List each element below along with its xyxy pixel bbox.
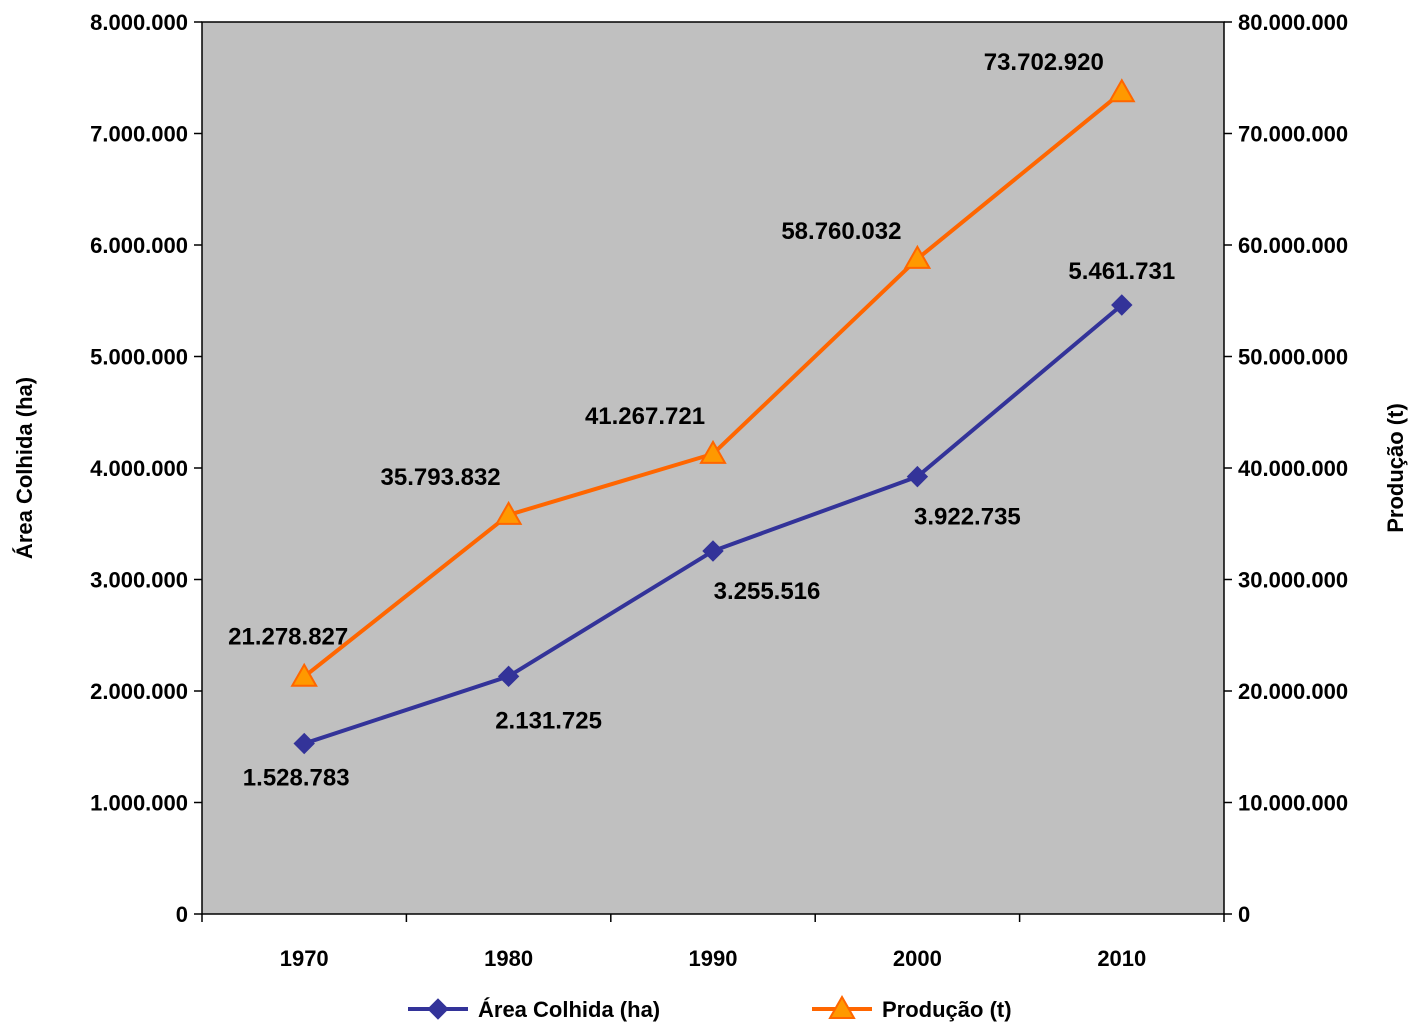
x-tick-label: 2010 (1097, 946, 1146, 971)
y-left-tick-label: 1.000.000 (90, 791, 188, 816)
data-point-triangle (828, 994, 856, 1019)
data-label: 2.131.725 (495, 707, 602, 734)
data-label: 21.278.827 (228, 624, 348, 651)
y-right-tick-label: 70.000.000 (1238, 122, 1348, 147)
y-right-tick-label: 10.000.000 (1238, 791, 1348, 816)
y-left-tick-label: 5.000.000 (90, 345, 188, 370)
data-point-diamond (293, 732, 315, 755)
data-point-diamond (1111, 294, 1133, 316)
legend-label: Produção (t) (882, 997, 1012, 1022)
y-right-tick-label: 80.000.000 (1238, 10, 1348, 35)
data-label: 41.267.721 (585, 403, 705, 430)
data-point-diamond (427, 998, 449, 1020)
y-left-tick-label: 8.000.000 (90, 10, 188, 35)
data-point-diamond (702, 540, 724, 562)
y-axis-left-title: Área Colhida (ha) (12, 377, 37, 559)
data-label: 35.793.832 (381, 464, 501, 491)
y-left-tick-label: 6.000.000 (90, 233, 188, 258)
y-right-tick-label: 50.000.000 (1238, 345, 1348, 370)
data-label: 58.760.032 (781, 218, 901, 245)
y-right-tick-label: 30.000.000 (1238, 568, 1348, 593)
data-point-diamond (497, 665, 520, 688)
y-left-tick-label: 4.000.000 (90, 456, 188, 481)
data-point-triangle (494, 500, 523, 525)
x-tick-label: 2000 (893, 946, 942, 971)
y-left-tick-label: 3.000.000 (90, 568, 188, 593)
data-point-diamond (906, 465, 929, 488)
x-tick-label: 1990 (689, 946, 738, 971)
y-left-tick-label: 7.000.000 (90, 122, 188, 147)
data-label: 5.461.731 (1068, 258, 1175, 285)
data-point-triangle (903, 244, 932, 269)
plot-area (201, 21, 1225, 915)
data-label: 73.702.920 (984, 49, 1104, 76)
data-label: 1.528.783 (243, 765, 350, 792)
x-tick-label: 1980 (484, 946, 533, 971)
data-point-triangle (699, 439, 727, 464)
data-label: 3.255.516 (714, 578, 821, 605)
y-right-tick-label: 40.000.000 (1238, 456, 1348, 481)
y-left-tick-label: 2.000.000 (90, 679, 188, 704)
legend-label: Área Colhida (ha) (478, 997, 660, 1022)
y-right-tick-label: 60.000.000 (1238, 233, 1348, 258)
data-label: 3.922.735 (914, 504, 1021, 531)
x-tick-label: 1970 (280, 946, 329, 971)
data-point-triangle (290, 662, 318, 687)
y-right-tick-label: 0 (1238, 902, 1250, 927)
y-right-tick-label: 20.000.000 (1238, 679, 1348, 704)
y-axis-right-title: Produção (t) (1383, 403, 1408, 533)
y-left-tick-label: 0 (176, 902, 188, 927)
data-point-triangle (1108, 78, 1136, 103)
